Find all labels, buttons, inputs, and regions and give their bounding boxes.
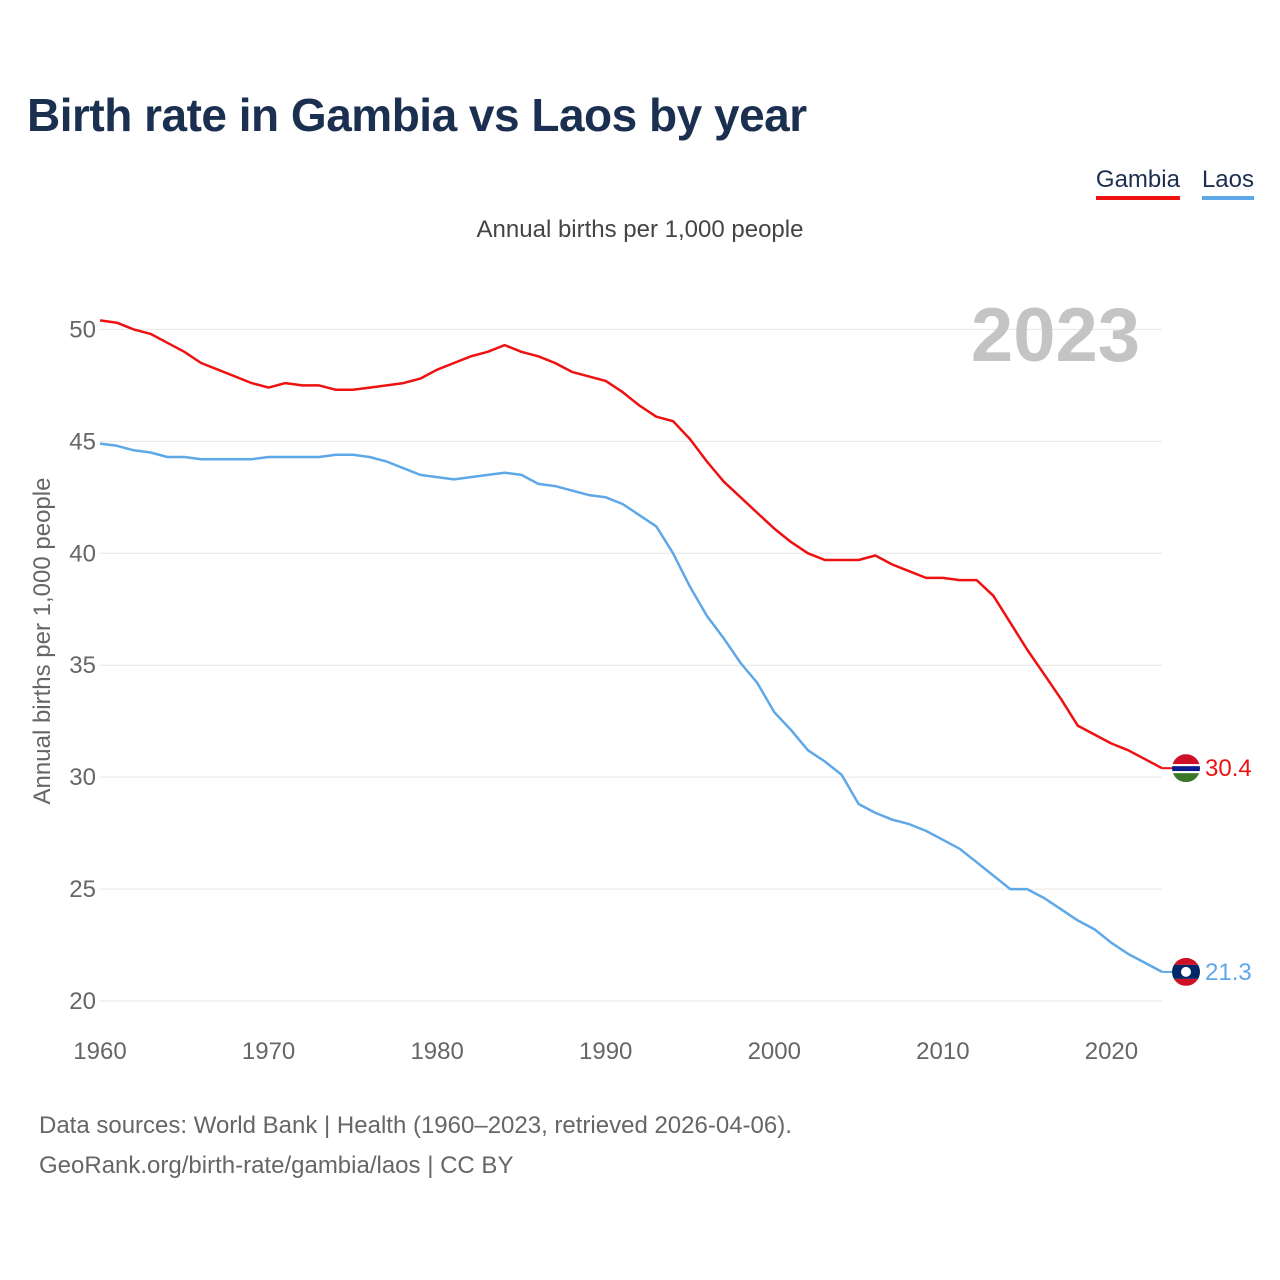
laos-flag-icon bbox=[1172, 957, 1200, 986]
chart-subtitle: Annual births per 1,000 people bbox=[476, 216, 804, 243]
chart-title: Birth rate in Gambia vs Laos by year bbox=[27, 89, 807, 141]
y-tick-label-25: 25 bbox=[69, 876, 96, 903]
series-line-laos bbox=[99, 442, 1163, 974]
x-tick-label-1980: 1980 bbox=[410, 1038, 463, 1065]
series-line-gambia bbox=[99, 319, 1163, 770]
year-watermark: 2023 bbox=[971, 293, 1140, 378]
source-line-2[interactable]: GeoRank.org/birth-rate/gambia/laos | CC … bbox=[39, 1152, 514, 1179]
x-tick-label-2010: 2010 bbox=[916, 1038, 969, 1065]
end-label-laos: 21.3 bbox=[1205, 959, 1252, 986]
series-layer bbox=[99, 319, 1172, 974]
x-tick-label-1970: 1970 bbox=[242, 1038, 295, 1065]
source-note: Data sources: World Bank | Health (1960–… bbox=[39, 1106, 792, 1186]
y-axis-label: Annual births per 1,000 people bbox=[29, 478, 56, 805]
x-tick-label-1960: 1960 bbox=[73, 1038, 126, 1065]
legend-item-laos[interactable]: Laos bbox=[1201, 166, 1254, 200]
end-label-gambia: 30.4 bbox=[1205, 755, 1252, 782]
axis-ticks: 20 25 30 35 40 45 50 1960 1970 1980 1990 2000 2010 20… bbox=[69, 316, 1138, 1065]
y-tick-label-20: 20 bbox=[69, 988, 96, 1015]
gridlines bbox=[100, 328, 1162, 1002]
end-markers: 30.4 21.3 bbox=[1172, 754, 1252, 986]
y-tick-label-45: 45 bbox=[69, 428, 96, 455]
x-tick-label-2020: 2020 bbox=[1085, 1038, 1138, 1065]
y-tick-label-50: 50 bbox=[69, 316, 96, 343]
source-line-1: Data sources: World Bank | Health (1960–… bbox=[39, 1112, 792, 1139]
gambia-flag-icon bbox=[1172, 754, 1200, 783]
legend-item-gambia[interactable]: Gambia bbox=[1095, 166, 1180, 200]
legend: Gambia Laos bbox=[1095, 166, 1254, 200]
y-tick-label-35: 35 bbox=[69, 652, 96, 679]
x-tick-label-1990: 1990 bbox=[579, 1038, 632, 1065]
x-tick-label-2000: 2000 bbox=[748, 1038, 801, 1065]
y-tick-label-40: 40 bbox=[69, 540, 96, 567]
y-tick-label-30: 30 bbox=[69, 764, 96, 791]
